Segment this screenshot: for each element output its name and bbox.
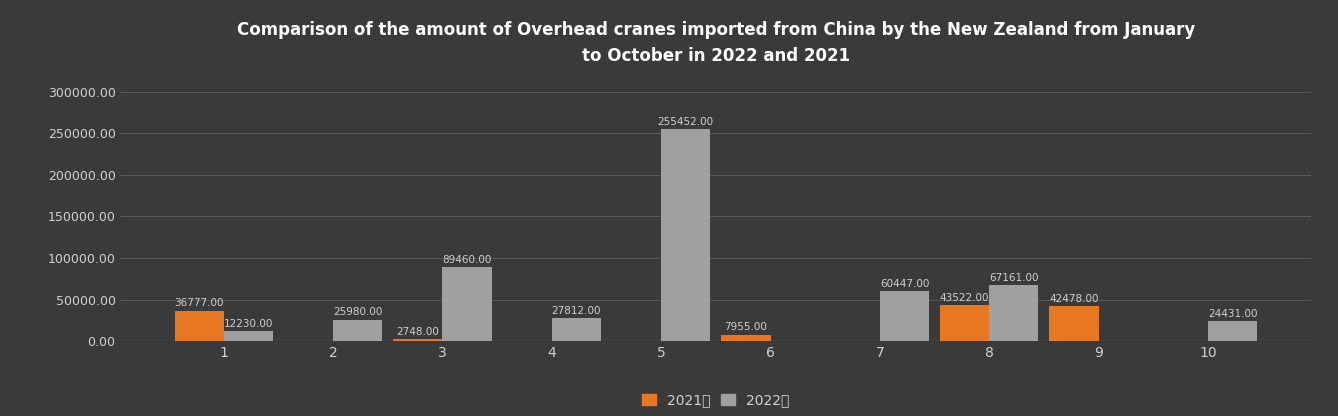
Title: Comparison of the amount of Overhead cranes imported from China by the New Zeala: Comparison of the amount of Overhead cra… [237,20,1195,65]
Text: 67161.00: 67161.00 [989,273,1038,283]
Bar [223,331,273,341]
Text: 27812.00: 27812.00 [551,306,601,316]
Text: 36777.00: 36777.00 [174,298,223,308]
Bar [1049,306,1098,341]
Text: 12230.00: 12230.00 [223,319,273,329]
Text: 89460.00: 89460.00 [443,255,492,265]
Bar [443,267,491,341]
Bar [551,318,601,341]
Text: 42478.00: 42478.00 [1049,294,1098,304]
Text: 24431.00: 24431.00 [1208,309,1258,319]
Text: 2748.00: 2748.00 [396,327,439,337]
Bar [721,334,771,341]
Bar [941,305,989,341]
Bar [989,285,1038,341]
Text: 255452.00: 255452.00 [658,116,713,126]
Bar [393,339,443,341]
Text: 43522.00: 43522.00 [939,293,989,303]
Legend: 2021年, 2022年: 2021年, 2022年 [636,386,796,414]
Bar [661,129,710,341]
Bar [174,310,223,341]
Bar [880,291,929,341]
Text: 25980.00: 25980.00 [333,307,383,317]
Text: 7955.00: 7955.00 [724,322,767,332]
Bar [333,319,383,341]
Text: 60447.00: 60447.00 [880,279,929,289]
Bar [1208,321,1258,341]
